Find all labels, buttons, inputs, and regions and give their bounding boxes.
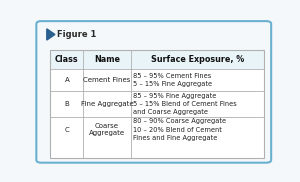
- Text: A: A: [64, 77, 69, 83]
- Bar: [50, 50, 264, 69]
- Text: 85 – 95% Fine Aggregate
5 – 15% Blend of Cement Fines
and Coarse Aggregate: 85 – 95% Fine Aggregate 5 – 15% Blend of…: [133, 93, 237, 115]
- Polygon shape: [47, 29, 55, 40]
- Text: Fine Aggregate: Fine Aggregate: [81, 101, 133, 107]
- Bar: [50, 50, 264, 158]
- FancyBboxPatch shape: [36, 21, 271, 163]
- Text: Figure 1: Figure 1: [57, 30, 97, 39]
- Text: Coarse
Aggregate: Coarse Aggregate: [89, 123, 125, 136]
- Text: 80 – 90% Coarse Aggregate
10 – 20% Blend of Cement
Fines and Fine Aggregate: 80 – 90% Coarse Aggregate 10 – 20% Blend…: [133, 118, 226, 141]
- Text: B: B: [64, 101, 69, 107]
- Text: 85 – 95% Cement Fines
5 – 15% Fine Aggregate: 85 – 95% Cement Fines 5 – 15% Fine Aggre…: [133, 73, 212, 87]
- Text: C: C: [64, 127, 69, 133]
- Text: Name: Name: [94, 55, 120, 64]
- Bar: [50, 50, 264, 158]
- Text: Class: Class: [55, 55, 79, 64]
- Text: Surface Exposure, %: Surface Exposure, %: [151, 55, 244, 64]
- Text: Cement Fines: Cement Fines: [83, 77, 131, 83]
